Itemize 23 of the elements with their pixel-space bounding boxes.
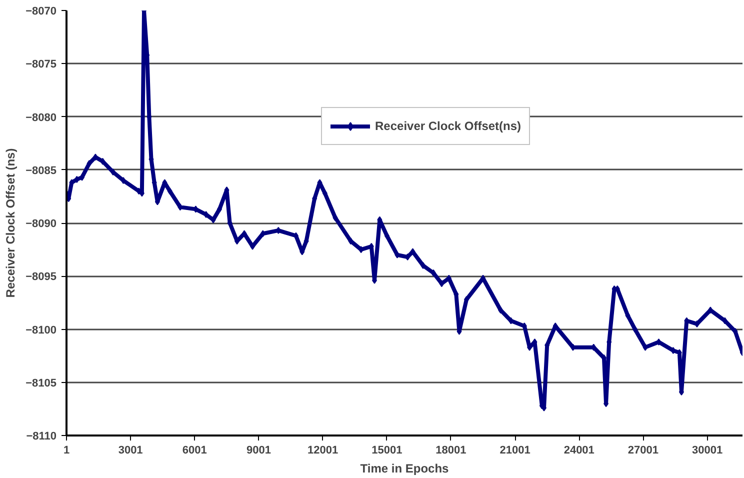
x-tick-label: 15001 [372, 444, 402, 456]
y-tick-label: −8085 [26, 164, 57, 177]
y-tick-label: −8110 [26, 430, 57, 442]
x-tick-label: 1 [63, 444, 70, 456]
x-tick-label: 24001 [564, 444, 594, 456]
x-tick-label: 9001 [246, 444, 271, 456]
y-tick-label: −8090 [26, 218, 57, 230]
y-tick-label: −8075 [26, 58, 57, 71]
x-axis-title: Time in Epochs [360, 462, 450, 476]
y-tick-label: −8100 [26, 324, 57, 336]
legend-label: Receiver Clock Offset(ns) [375, 119, 522, 133]
x-tick-label: 18001 [436, 444, 466, 456]
x-tick-label: 6001 [182, 444, 207, 456]
x-tick-label: 30001 [692, 444, 723, 456]
x-tick-label: 3001 [118, 444, 143, 456]
x-tick-label: 12001 [308, 444, 338, 456]
x-tick-label: 27001 [628, 444, 658, 456]
y-tick-label: −8095 [26, 271, 57, 284]
x-tick-label: 21001 [500, 444, 530, 456]
y-tick-label: −8080 [26, 112, 57, 124]
y-tick-label: −8070 [26, 6, 57, 18]
y-axis-title: Receiver Clock Offset (ns) [4, 148, 18, 298]
y-tick-label: −8105 [26, 377, 57, 390]
